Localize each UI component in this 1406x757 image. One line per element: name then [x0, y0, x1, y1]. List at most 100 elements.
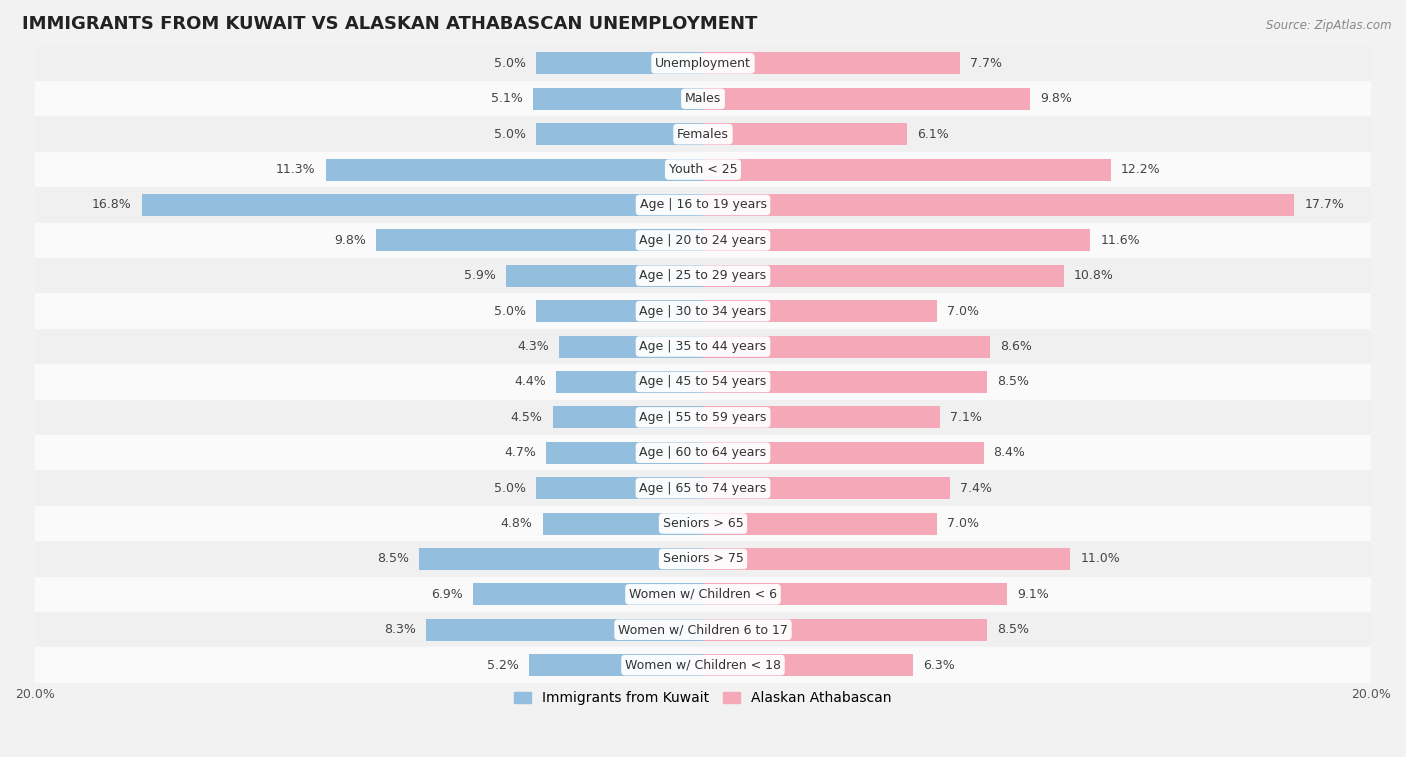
Bar: [529, 654, 703, 676]
Text: 11.6%: 11.6%: [1101, 234, 1140, 247]
Text: 6.3%: 6.3%: [924, 659, 955, 671]
Bar: [326, 158, 703, 180]
Text: Seniors > 75: Seniors > 75: [662, 553, 744, 565]
Bar: [536, 52, 703, 74]
Text: 16.8%: 16.8%: [91, 198, 132, 211]
Bar: [35, 329, 1371, 364]
Bar: [703, 618, 987, 640]
Text: 5.0%: 5.0%: [494, 304, 526, 318]
Text: 7.0%: 7.0%: [946, 517, 979, 530]
Bar: [543, 512, 703, 534]
Text: 8.4%: 8.4%: [994, 446, 1025, 459]
Text: 5.9%: 5.9%: [464, 269, 496, 282]
Text: Women w/ Children 6 to 17: Women w/ Children 6 to 17: [619, 623, 787, 636]
Bar: [35, 294, 1371, 329]
Text: 9.8%: 9.8%: [333, 234, 366, 247]
Text: Females: Females: [678, 128, 728, 141]
Bar: [703, 158, 1111, 180]
Text: 8.3%: 8.3%: [384, 623, 416, 636]
Bar: [703, 88, 1031, 110]
Text: 9.8%: 9.8%: [1040, 92, 1073, 105]
Text: 6.1%: 6.1%: [917, 128, 949, 141]
Bar: [703, 512, 936, 534]
Bar: [546, 442, 703, 464]
Text: 5.0%: 5.0%: [494, 57, 526, 70]
Text: 5.2%: 5.2%: [488, 659, 519, 671]
Bar: [703, 584, 1007, 606]
Bar: [35, 223, 1371, 258]
Text: 4.5%: 4.5%: [510, 411, 543, 424]
Text: Age | 35 to 44 years: Age | 35 to 44 years: [640, 340, 766, 353]
Text: Women w/ Children < 18: Women w/ Children < 18: [626, 659, 780, 671]
Bar: [35, 435, 1371, 470]
Text: Youth < 25: Youth < 25: [669, 163, 737, 176]
Bar: [703, 52, 960, 74]
Text: 4.8%: 4.8%: [501, 517, 533, 530]
Bar: [703, 548, 1070, 570]
Bar: [35, 81, 1371, 117]
Bar: [35, 577, 1371, 612]
Legend: Immigrants from Kuwait, Alaskan Athabascan: Immigrants from Kuwait, Alaskan Athabasc…: [509, 686, 897, 711]
Text: 7.1%: 7.1%: [950, 411, 981, 424]
Bar: [35, 45, 1371, 81]
Text: Age | 25 to 29 years: Age | 25 to 29 years: [640, 269, 766, 282]
Text: Age | 45 to 54 years: Age | 45 to 54 years: [640, 375, 766, 388]
Bar: [703, 477, 950, 499]
Bar: [553, 407, 703, 428]
Bar: [35, 506, 1371, 541]
Bar: [506, 265, 703, 287]
Text: Women w/ Children < 6: Women w/ Children < 6: [628, 588, 778, 601]
Text: Age | 55 to 59 years: Age | 55 to 59 years: [640, 411, 766, 424]
Bar: [35, 258, 1371, 294]
Text: Age | 30 to 34 years: Age | 30 to 34 years: [640, 304, 766, 318]
Bar: [35, 187, 1371, 223]
Text: Age | 16 to 19 years: Age | 16 to 19 years: [640, 198, 766, 211]
Text: IMMIGRANTS FROM KUWAIT VS ALASKAN ATHABASCAN UNEMPLOYMENT: IMMIGRANTS FROM KUWAIT VS ALASKAN ATHABA…: [21, 15, 756, 33]
Bar: [703, 654, 914, 676]
Bar: [703, 407, 941, 428]
Text: 4.3%: 4.3%: [517, 340, 550, 353]
Text: 11.3%: 11.3%: [276, 163, 315, 176]
Bar: [35, 612, 1371, 647]
Bar: [560, 335, 703, 357]
Bar: [35, 152, 1371, 187]
Text: 8.6%: 8.6%: [1000, 340, 1032, 353]
Text: Age | 60 to 64 years: Age | 60 to 64 years: [640, 446, 766, 459]
Bar: [703, 371, 987, 393]
Bar: [536, 301, 703, 322]
Text: 9.1%: 9.1%: [1017, 588, 1049, 601]
Text: 5.1%: 5.1%: [491, 92, 523, 105]
Bar: [35, 541, 1371, 577]
Text: 5.0%: 5.0%: [494, 128, 526, 141]
Text: 6.9%: 6.9%: [430, 588, 463, 601]
Bar: [35, 400, 1371, 435]
Bar: [35, 470, 1371, 506]
Bar: [536, 477, 703, 499]
Text: Source: ZipAtlas.com: Source: ZipAtlas.com: [1267, 19, 1392, 32]
Bar: [375, 229, 703, 251]
Bar: [703, 301, 936, 322]
Bar: [35, 117, 1371, 152]
Text: Males: Males: [685, 92, 721, 105]
Text: 4.4%: 4.4%: [515, 375, 546, 388]
Bar: [703, 123, 907, 145]
Text: 12.2%: 12.2%: [1121, 163, 1160, 176]
Bar: [472, 584, 703, 606]
Text: 8.5%: 8.5%: [997, 623, 1029, 636]
Bar: [703, 335, 990, 357]
Bar: [142, 194, 703, 216]
Text: 17.7%: 17.7%: [1305, 198, 1344, 211]
Bar: [703, 194, 1295, 216]
Bar: [703, 229, 1091, 251]
Bar: [533, 88, 703, 110]
Text: 7.4%: 7.4%: [960, 481, 993, 494]
Text: Age | 20 to 24 years: Age | 20 to 24 years: [640, 234, 766, 247]
Bar: [35, 364, 1371, 400]
Text: 7.7%: 7.7%: [970, 57, 1002, 70]
Bar: [703, 265, 1064, 287]
Bar: [419, 548, 703, 570]
Bar: [35, 647, 1371, 683]
Text: Unemployment: Unemployment: [655, 57, 751, 70]
Bar: [555, 371, 703, 393]
Text: Seniors > 65: Seniors > 65: [662, 517, 744, 530]
